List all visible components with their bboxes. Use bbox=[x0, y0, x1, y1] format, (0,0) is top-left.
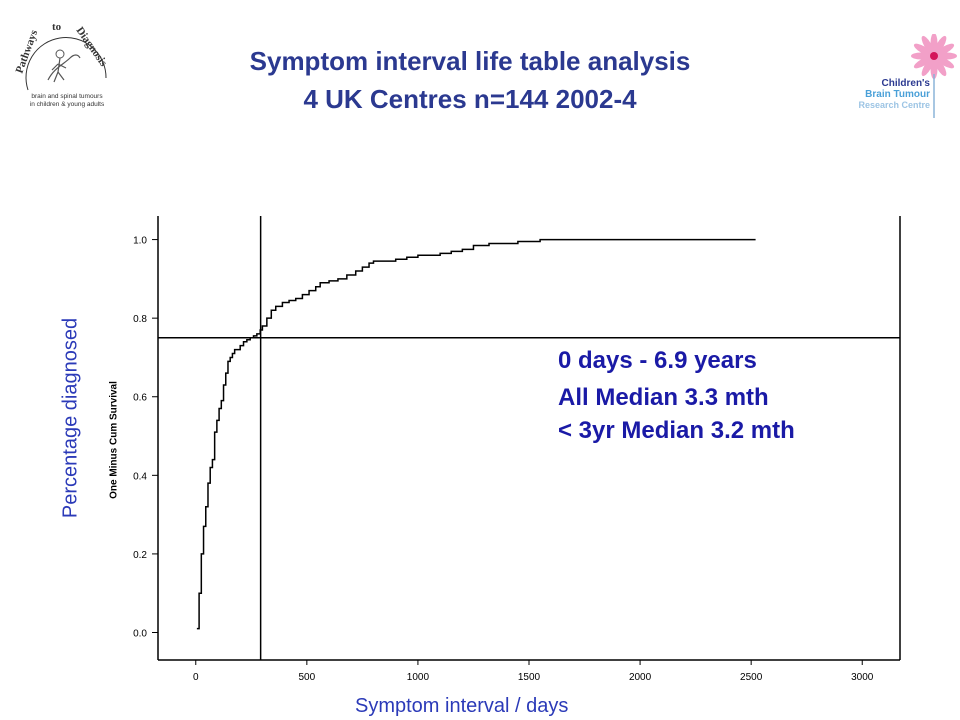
x-tick-label: 0 bbox=[193, 672, 199, 683]
cbtrc-line3: Research Centre bbox=[858, 100, 930, 110]
y-tick-label: 0.2 bbox=[133, 550, 147, 561]
x-tick-label: 2500 bbox=[740, 672, 763, 683]
x-tick-label: 3000 bbox=[851, 672, 874, 683]
y-tick-label: 0.4 bbox=[133, 471, 147, 482]
annotation-range: 0 days - 6.9 years bbox=[558, 347, 757, 374]
x-tick-label: 1000 bbox=[407, 672, 430, 683]
series-line bbox=[196, 238, 756, 630]
svg-text:brain and spinal tumours: brain and spinal tumours bbox=[31, 93, 103, 100]
x-tick-label: 2000 bbox=[629, 672, 652, 683]
y-tick-label: 0.6 bbox=[133, 393, 147, 404]
cbtrc-line2: Brain Tumour bbox=[865, 89, 930, 100]
cbtrc-logo: Children's Brain Tumour Research Centre bbox=[858, 34, 957, 118]
page-subtitle: 4 UK Centres n=144 2002-4 bbox=[303, 84, 637, 114]
svg-text:in children & young adults: in children & young adults bbox=[30, 101, 105, 108]
x-tick-label: 500 bbox=[299, 672, 316, 683]
page-title: Symptom interval life table analysis bbox=[249, 46, 691, 76]
x-tick-label: 1500 bbox=[518, 672, 541, 683]
y-tick-label: 0.0 bbox=[133, 628, 147, 639]
y-tick-label: 0.8 bbox=[133, 314, 147, 325]
cbtrc-line1: Children's bbox=[882, 78, 931, 89]
outer-x-axis-label: Symptom interval / days bbox=[355, 695, 569, 717]
pathways-logo: Pathways to Diagnosis brain and spinal t… bbox=[14, 21, 110, 108]
y-tick-label: 1.0 bbox=[133, 236, 147, 247]
annotation-under3-median: < 3yr Median 3.2 mth bbox=[558, 417, 795, 444]
svg-text:to: to bbox=[52, 21, 62, 33]
annotation-all-median: All Median 3.3 mth bbox=[558, 384, 769, 411]
